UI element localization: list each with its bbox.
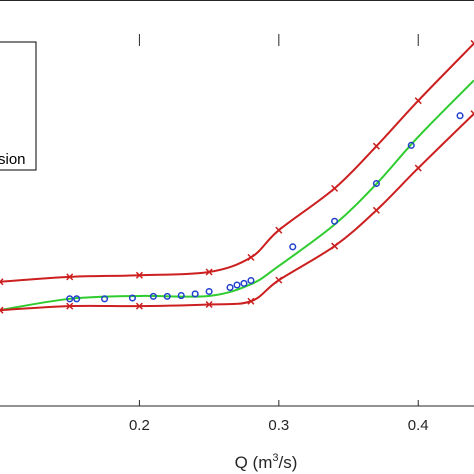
legend-box bbox=[0, 41, 37, 171]
model-curves bbox=[0, 42, 474, 312]
observation-point bbox=[205, 287, 213, 296]
observation-point bbox=[247, 276, 255, 285]
series-point bbox=[66, 273, 74, 281]
observation-point bbox=[226, 283, 234, 291]
x-tick-label: 0.4 bbox=[408, 417, 429, 434]
observation-point bbox=[456, 112, 464, 120]
observation-point bbox=[407, 141, 415, 149]
observation-point bbox=[331, 217, 339, 225]
series-point bbox=[66, 302, 74, 310]
observation-point bbox=[372, 179, 380, 188]
series-point bbox=[331, 184, 339, 192]
series-point bbox=[470, 39, 474, 47]
series-point bbox=[135, 302, 143, 310]
observation-point bbox=[233, 281, 241, 289]
observation-point bbox=[177, 292, 185, 300]
legend-entry-text: sion bbox=[0, 151, 26, 168]
observation-point bbox=[128, 294, 136, 302]
series-point bbox=[414, 164, 422, 172]
axes-frame bbox=[0, 0, 474, 407]
series-point bbox=[247, 253, 255, 261]
observation-point bbox=[163, 292, 171, 300]
observation-point bbox=[240, 279, 248, 287]
x-tick-label: 0.3 bbox=[268, 417, 289, 434]
series-point bbox=[331, 242, 339, 250]
series-point bbox=[0, 306, 4, 314]
data-markers bbox=[0, 39, 474, 314]
series-point bbox=[275, 276, 283, 284]
series-point bbox=[414, 97, 422, 105]
series-point bbox=[372, 142, 380, 150]
observation-point bbox=[289, 243, 297, 251]
series-point bbox=[135, 271, 143, 279]
observation-point bbox=[73, 295, 81, 303]
observation-point bbox=[149, 292, 157, 300]
series-point bbox=[372, 206, 380, 214]
series-point bbox=[470, 110, 474, 118]
series-line bbox=[0, 42, 474, 283]
series-line bbox=[0, 112, 474, 312]
series-point bbox=[275, 226, 283, 234]
observation-point bbox=[101, 295, 109, 303]
x-ticks: 0.2 0.3 0.4 bbox=[129, 34, 429, 434]
observation-point bbox=[66, 295, 74, 303]
series-line bbox=[0, 79, 474, 312]
x-axis-label: Q (m3/s) bbox=[235, 452, 298, 472]
series-point bbox=[205, 300, 213, 309]
x-tick-label: 0.2 bbox=[129, 417, 150, 434]
series-point bbox=[205, 268, 213, 276]
series-point bbox=[0, 278, 4, 286]
legend: sion bbox=[0, 41, 37, 171]
x-axis-label-superscript: 3 bbox=[272, 452, 278, 464]
series-point bbox=[247, 297, 255, 305]
observation-point bbox=[191, 290, 199, 298]
